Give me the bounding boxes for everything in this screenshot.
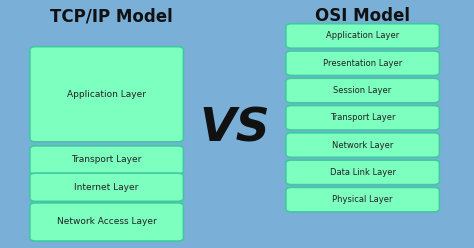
FancyBboxPatch shape bbox=[286, 133, 439, 157]
FancyBboxPatch shape bbox=[286, 106, 439, 130]
FancyBboxPatch shape bbox=[286, 51, 439, 75]
FancyBboxPatch shape bbox=[30, 47, 183, 142]
FancyBboxPatch shape bbox=[286, 160, 439, 185]
Text: VS: VS bbox=[200, 106, 270, 152]
FancyBboxPatch shape bbox=[286, 78, 439, 103]
Text: OSI Model: OSI Model bbox=[315, 7, 410, 25]
Text: Internet Layer: Internet Layer bbox=[74, 183, 139, 192]
FancyBboxPatch shape bbox=[286, 24, 439, 48]
FancyBboxPatch shape bbox=[286, 187, 439, 212]
FancyBboxPatch shape bbox=[30, 146, 183, 174]
Text: Physical Layer: Physical Layer bbox=[332, 195, 393, 204]
Text: Session Layer: Session Layer bbox=[334, 86, 392, 95]
FancyBboxPatch shape bbox=[30, 203, 183, 241]
Text: Transport Layer: Transport Layer bbox=[330, 113, 395, 122]
Text: Transport Layer: Transport Layer bbox=[72, 155, 142, 164]
Text: Presentation Layer: Presentation Layer bbox=[323, 59, 402, 68]
Text: Application Layer: Application Layer bbox=[326, 31, 399, 40]
Text: TCP/IP Model: TCP/IP Model bbox=[50, 7, 173, 25]
Text: Application Layer: Application Layer bbox=[67, 90, 146, 99]
Text: Network Layer: Network Layer bbox=[332, 141, 393, 150]
FancyBboxPatch shape bbox=[30, 173, 183, 201]
Text: Data Link Layer: Data Link Layer bbox=[329, 168, 396, 177]
Text: Network Access Layer: Network Access Layer bbox=[57, 217, 156, 226]
